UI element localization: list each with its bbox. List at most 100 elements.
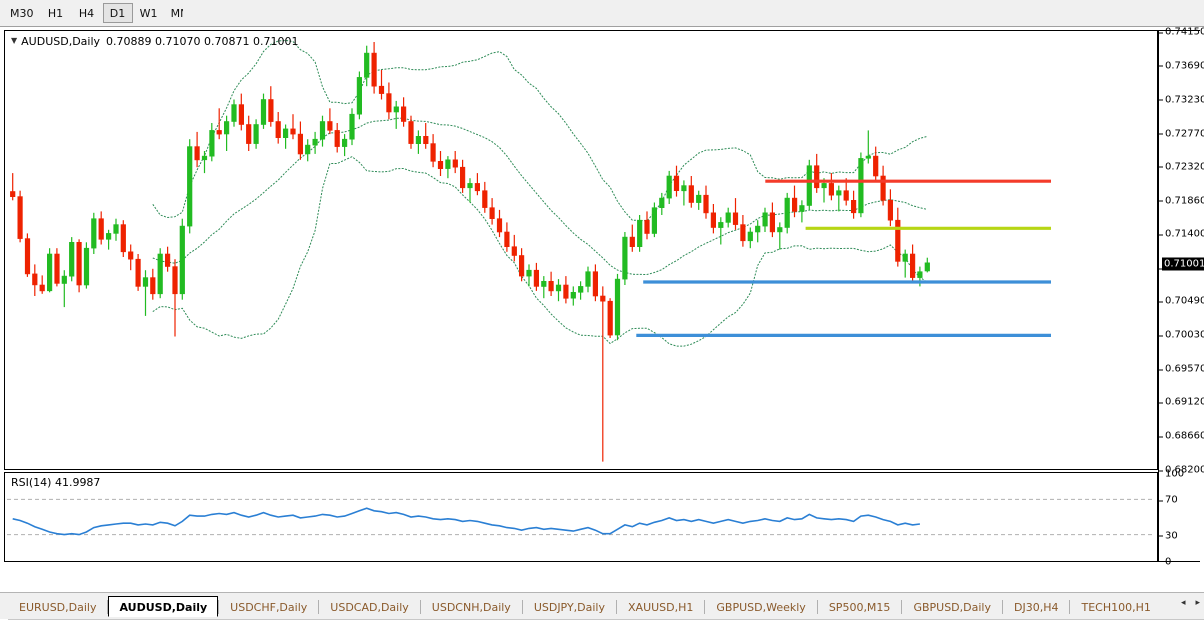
candlestick <box>135 254 141 291</box>
candlestick <box>54 248 60 287</box>
candlestick <box>106 229 112 250</box>
candlestick <box>10 173 16 201</box>
rsi-pane[interactable]: RSI(14) 41.9987 <box>4 472 1158 562</box>
candlestick <box>246 115 252 151</box>
chart-ohlc-values: 0.70889 0.71070 0.70871 0.71001 <box>106 35 299 48</box>
candlestick <box>666 170 672 204</box>
timeframe-button-h1[interactable]: H1 <box>47 7 64 20</box>
price-tick-label: 0.70490 <box>1159 296 1204 307</box>
timeframe-button-h4[interactable]: H4 <box>78 7 95 20</box>
bollinger-upper-band <box>152 39 928 222</box>
chart-tab-eurusd-daily[interactable]: EURUSD,Daily <box>19 601 97 614</box>
rsi-line <box>12 507 920 536</box>
rsi-tick-label: 30 <box>1159 530 1178 541</box>
candlestick <box>356 71 363 120</box>
price-tick-label: 0.71860 <box>1159 195 1204 206</box>
candlestick <box>703 185 709 219</box>
candlestick <box>98 211 104 245</box>
candlestick <box>32 264 38 296</box>
candlestick <box>828 173 834 201</box>
candlestick <box>489 198 495 225</box>
tab-separator <box>218 600 220 614</box>
candlestick <box>319 115 326 147</box>
tab-scroll-right-icon[interactable]: ▸ <box>1195 598 1200 608</box>
candlestick <box>769 202 775 238</box>
tab-scroll-left-icon[interactable]: ◂ <box>1180 598 1186 608</box>
candlestick <box>880 165 886 206</box>
candlestick <box>445 156 451 179</box>
chart-tab-audusd-daily[interactable]: AUDUSD,Daily <box>108 596 219 617</box>
candlestick <box>194 131 200 168</box>
candlestick <box>231 99 237 127</box>
candlestick <box>850 190 857 219</box>
chart-tab-dj30-h4[interactable]: DJ30,H4 <box>1013 601 1059 614</box>
candlestick <box>548 271 554 296</box>
candlestick <box>873 146 879 181</box>
price-tick-label: 0.69570 <box>1159 364 1204 375</box>
chart-tab-usdchf-daily[interactable]: USDCHF,Daily <box>230 601 308 614</box>
chart-tab-usdcnh-daily[interactable]: USDCNH,Daily <box>431 601 511 614</box>
price-pane[interactable]: ▼ AUDUSD,Daily 0.70889 0.71070 0.70871 0.7… <box>4 30 1158 470</box>
candlestick <box>799 200 805 223</box>
candlestick <box>76 239 82 293</box>
rsi-tick-label: 70 <box>1159 495 1178 506</box>
tab-separator <box>901 600 903 614</box>
candlestick <box>437 151 444 176</box>
candlestick <box>297 121 304 160</box>
candlestick <box>150 268 156 300</box>
chart-header: ▼ AUDUSD,Daily 0.70889 0.71070 0.70871 0.7… <box>11 35 299 48</box>
price-axis[interactable]: 0.74150 0.73690 0.73230 0.72770 0.72320 0.718… <box>1159 27 1204 568</box>
toolbar-empty-area <box>183 0 1204 26</box>
candlestick <box>791 185 798 218</box>
candlestick <box>637 215 643 252</box>
chart-dropdown-icon[interactable]: ▼ <box>11 36 18 45</box>
candlestick <box>430 134 436 168</box>
candlestick <box>69 237 75 282</box>
timeframe-button-d1[interactable]: D1 <box>102 3 133 23</box>
candlestick <box>224 115 230 151</box>
candlestick <box>341 134 348 157</box>
candlestick <box>452 151 458 174</box>
chart-tab-tech100-h1[interactable]: TECH100,H1 <box>1081 601 1151 614</box>
candlestick <box>570 286 576 306</box>
candlestick <box>128 244 134 271</box>
chart-tab-sp500-m15[interactable]: SP500,M15 <box>828 601 891 614</box>
chart-tab-usdjpy-daily[interactable]: USDJPY,Daily <box>533 601 606 614</box>
chart-tab-usdcad-daily[interactable]: USDCAD,Daily <box>330 601 409 614</box>
candlestick <box>607 298 613 338</box>
candlestick <box>83 242 90 289</box>
candlestick <box>541 276 547 299</box>
candlestick <box>681 180 687 206</box>
tab-separator <box>1001 600 1003 614</box>
chart-area: ▼ AUDUSD,Daily 0.70889 0.71070 0.70871 0.7… <box>2 27 1204 620</box>
price-tick-label: 0.68200 <box>1159 465 1204 476</box>
candlestick <box>113 218 119 241</box>
candlestick <box>518 248 525 282</box>
tab-separator <box>616 600 618 614</box>
candlestick <box>378 70 385 100</box>
chart-tab-xauusd-h1[interactable]: XAUUSD,H1 <box>628 601 694 614</box>
candlestick <box>710 204 716 234</box>
chart-tab-gbpusd-daily[interactable]: GBPUSD,Daily <box>913 601 991 614</box>
candlestick <box>688 176 694 208</box>
candlestick <box>563 276 569 304</box>
tab-separator <box>1069 600 1071 614</box>
chart-tab-gbpusd-weekly[interactable]: GBPUSD,Weekly <box>716 601 806 614</box>
candlestick <box>718 217 724 245</box>
candlestick <box>482 181 488 213</box>
tab-scroll-arrows[interactable]: ◂ ▸ <box>1181 598 1200 608</box>
candlestick <box>268 86 274 127</box>
candlestick <box>201 151 208 174</box>
candlestick <box>400 97 407 127</box>
candlestick <box>725 207 731 228</box>
price-tick-label: 0.72320 <box>1159 161 1204 172</box>
candlestick <box>172 259 178 337</box>
price-tick-label: 0.68660 <box>1159 431 1204 442</box>
timeframe-button-m30[interactable]: M30 <box>10 7 34 20</box>
candlestick <box>290 114 296 140</box>
candlestick <box>216 108 222 140</box>
candlestick <box>806 159 812 210</box>
timeframe-button-w1[interactable]: W1 <box>139 7 158 20</box>
candlestick <box>238 93 245 131</box>
